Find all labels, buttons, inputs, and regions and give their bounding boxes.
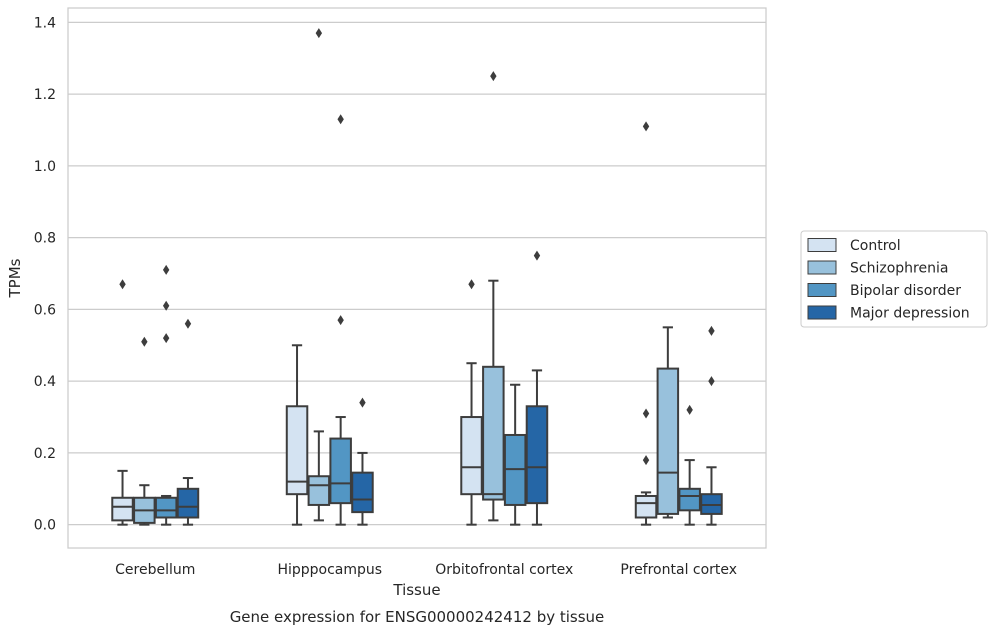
outlier-point bbox=[642, 455, 650, 466]
legend-label: Bipolar disorder bbox=[850, 283, 961, 299]
y-tick-label: 1.0 bbox=[34, 159, 56, 175]
outlier-point bbox=[162, 333, 170, 344]
box-body bbox=[678, 487, 701, 512]
legend: Control Schizophrenia Bipolar disorder Majo… bbox=[800, 230, 988, 328]
y-tick-label: 0.0 bbox=[34, 518, 56, 534]
outlier-point bbox=[490, 71, 497, 82]
legend-swatch bbox=[807, 260, 837, 275]
legend-label: Control bbox=[850, 238, 901, 254]
outlier-point bbox=[642, 408, 650, 419]
x-tick-label: Hipppocampus bbox=[277, 562, 382, 578]
box-body bbox=[634, 494, 658, 519]
y-tick-label: 1.4 bbox=[34, 15, 56, 31]
outlier-point bbox=[359, 397, 366, 408]
box-body bbox=[482, 365, 505, 501]
x-tick-label: Cerebellum bbox=[115, 562, 195, 578]
y-axis-title: TPMs bbox=[6, 258, 24, 298]
outlier-point bbox=[162, 300, 170, 311]
y-tick-label: 0.2 bbox=[34, 446, 56, 462]
outlier-point bbox=[642, 121, 650, 132]
outlier-point bbox=[708, 325, 715, 336]
plot-background bbox=[68, 8, 766, 548]
x-axis-title: Tissue bbox=[392, 581, 440, 599]
box-body bbox=[285, 405, 309, 496]
legend-label: Major depression bbox=[850, 306, 970, 322]
y-tick-labels: 0.0 0.2 0.4 0.6 0.8 1.0 1.2 1.4 bbox=[34, 15, 56, 533]
legend-swatch bbox=[807, 305, 837, 320]
outlier-point bbox=[708, 376, 715, 387]
outlier-point bbox=[162, 264, 170, 275]
box-body bbox=[656, 367, 680, 515]
x-tick-labels: Cerebellum Hipppocampus Orbitofrontal cort… bbox=[115, 562, 737, 578]
x-tick-label: Prefrontal cortex bbox=[620, 562, 737, 578]
box-body bbox=[307, 475, 331, 506]
legend-swatch bbox=[807, 283, 837, 297]
box-plot-marks bbox=[111, 28, 723, 526]
outlier-point bbox=[533, 250, 541, 261]
y-tick-label: 0.6 bbox=[34, 302, 56, 318]
outlier-point bbox=[337, 114, 344, 125]
legend-frame bbox=[800, 230, 988, 328]
y-tick-label: 0.4 bbox=[34, 374, 56, 390]
box-body bbox=[351, 471, 374, 514]
outlier-point bbox=[141, 336, 148, 347]
chart-caption: Gene expression for ENSG00000242412 by t… bbox=[230, 608, 605, 626]
y-tick-label: 1.2 bbox=[34, 87, 56, 103]
box-body bbox=[111, 496, 134, 522]
outlier-point bbox=[337, 315, 344, 326]
outlier-point bbox=[468, 279, 475, 290]
legend-label: Schizophrenia bbox=[850, 261, 948, 277]
outlier-point bbox=[315, 28, 323, 39]
box-body bbox=[176, 487, 200, 519]
outlier-point bbox=[184, 318, 192, 329]
legend-swatch bbox=[807, 238, 837, 252]
box-body bbox=[329, 437, 352, 505]
box-body bbox=[154, 496, 178, 519]
outlier-point bbox=[119, 279, 126, 290]
box-body bbox=[525, 405, 549, 505]
x-tick-label: Orbitofrontal cortex bbox=[435, 562, 573, 578]
box-body bbox=[460, 416, 483, 496]
y-tick-label: 0.8 bbox=[34, 231, 56, 247]
plot-frame bbox=[67, 7, 767, 549]
outlier-point bbox=[686, 404, 693, 415]
